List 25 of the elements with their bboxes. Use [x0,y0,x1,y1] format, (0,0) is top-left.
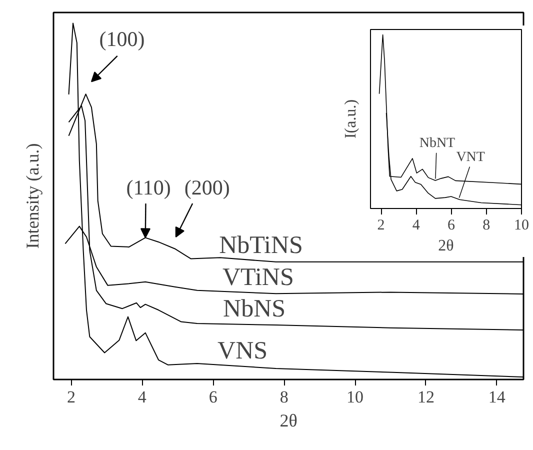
x-tick-label: 4 [138,388,147,406]
x-axis-title: 2θ [438,238,454,254]
legend-label: NbTiNS [219,232,303,259]
annotation: (100) [99,26,145,51]
x-tick-label: 6 [208,388,218,406]
series-label: VNS [218,337,268,364]
series-label: VTiNS [222,264,294,291]
x-tick-label: 8 [280,388,288,406]
legend-label: VNT [456,150,486,166]
x-tick-label: 12 [417,388,434,406]
x-tick-label: 10 [346,388,364,406]
x-tick-label: 10 [514,218,529,234]
x-tick-label: 6 [448,218,456,234]
series-label: NbNT [419,136,456,152]
series-label: NbNS [223,296,286,323]
y-axis-title: I(a.u.) [342,99,360,139]
annotation: (200) [184,175,230,200]
x-axis-title: 2θ [280,410,298,430]
annotation: (110) [126,175,171,200]
x-tick-label: 8 [482,218,490,234]
x-tick-label: 2 [66,388,76,406]
x-tick-label: 4 [412,218,420,234]
x-tick-label: 2 [377,218,385,234]
y-axis-title: Intensity (a.u.) [22,143,42,249]
x-tick-label: 14 [488,388,506,406]
